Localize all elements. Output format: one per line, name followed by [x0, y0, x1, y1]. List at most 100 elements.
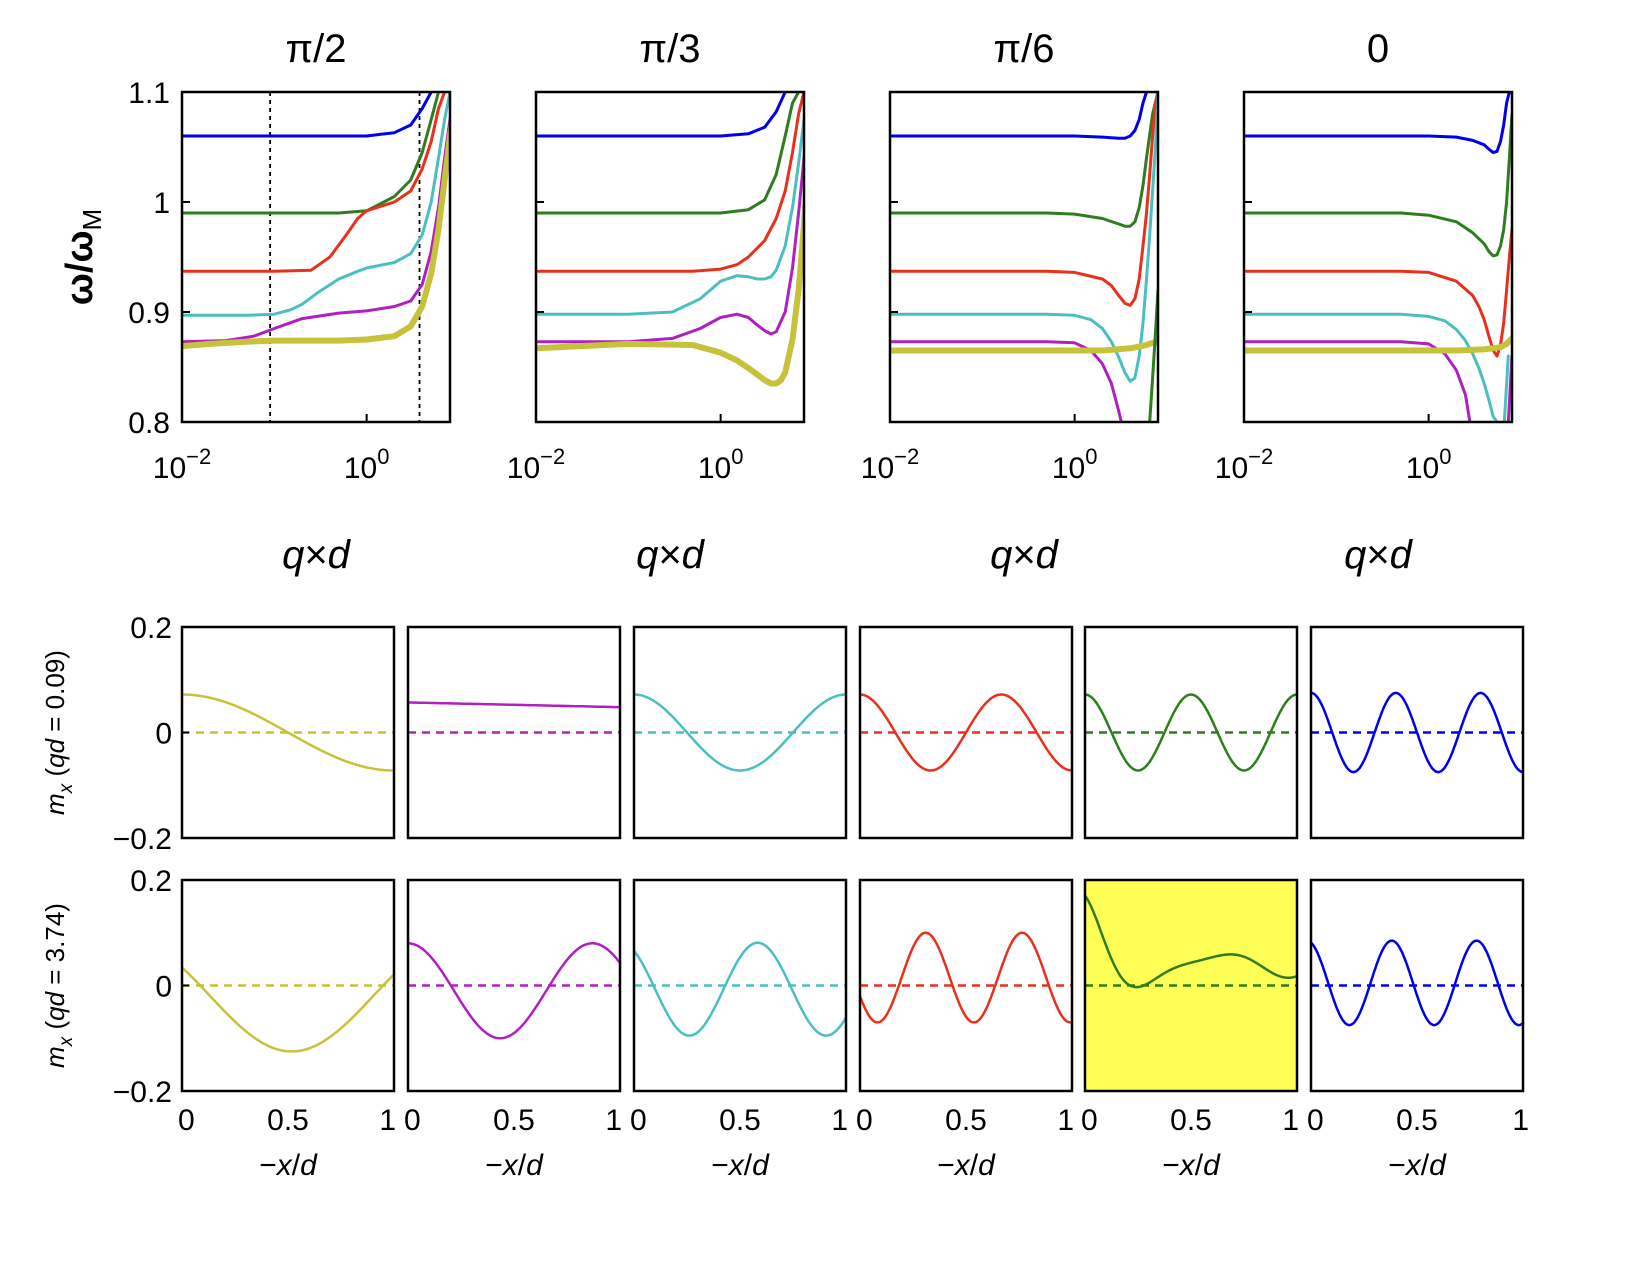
y-axis-label: ω/ωM: [59, 209, 107, 305]
xlabel-x: x: [275, 1149, 293, 1182]
dispersion-curve: [890, 92, 1158, 228]
x-tick-label: 0: [856, 1104, 873, 1137]
xlabel-q: q: [990, 533, 1012, 577]
row-label-close: ): [40, 903, 70, 912]
dispersion-curve: [890, 340, 1123, 422]
tick-base: 10: [507, 452, 540, 485]
dispersion-curve: [182, 110, 450, 344]
x-axis-label: −x/d: [259, 1149, 318, 1182]
panel-title: π/6: [994, 27, 1055, 71]
row-label-open: (: [40, 768, 70, 784]
tick-base: 10: [1406, 452, 1439, 485]
x-tick-label: 0.5: [1396, 1104, 1438, 1137]
axes-frame: [632, 878, 848, 1093]
dispersion-curve: [1148, 288, 1158, 422]
panel-title: 0: [1367, 27, 1389, 71]
dispersion-curve: [536, 92, 801, 215]
xlabel-times: ×: [1366, 533, 1389, 577]
xlabel-times: ×: [658, 533, 681, 577]
x-tick-label: 10−2: [861, 444, 919, 485]
xlabel-x: x: [501, 1149, 519, 1182]
xlabel-d: d: [1429, 1149, 1447, 1182]
row-label-m: m: [40, 1046, 70, 1068]
row-label-value: 3.74: [40, 912, 70, 963]
y-tick-label: 0.2: [130, 865, 172, 898]
xlabel-d: d: [328, 533, 352, 577]
x-tick-label: 0: [1307, 1104, 1324, 1137]
axes-frame: [888, 90, 1160, 424]
profile-curve: [1309, 691, 1525, 774]
tick-exponent: 0: [377, 444, 389, 469]
row-label-eq: =: [40, 962, 70, 992]
y-tick-label: 0.9: [128, 297, 170, 330]
x-tick-label: 0: [1081, 1104, 1098, 1137]
dispersion-curve: [182, 92, 440, 215]
tick-base: 10: [861, 452, 894, 485]
profile-panel: [632, 625, 848, 840]
profile-panel: [632, 878, 848, 1093]
x-tick-label: 0: [630, 1104, 647, 1137]
xlabel-d: d: [978, 1149, 996, 1182]
y-tick-label: 0: [155, 971, 172, 1004]
axes-frame: [406, 625, 622, 840]
xlabel-d: d: [1036, 533, 1060, 577]
axes-frame: [1242, 90, 1514, 424]
x-axis-label: q×d: [1344, 533, 1414, 577]
row-label: mx (qd = 3.74): [40, 903, 77, 1068]
xlabel-minus: −: [485, 1149, 503, 1182]
dispersion-curve: [182, 92, 433, 138]
dispersion-curve: [182, 118, 450, 350]
profile-curve: [632, 941, 848, 1037]
x-axis-label: −x/d: [937, 1149, 996, 1182]
dispersion-curve: [536, 181, 804, 387]
ylabel-subscript: M: [77, 209, 107, 231]
series-group: [182, 92, 450, 350]
row-label-d: d: [40, 990, 70, 1006]
xlabel-q: q: [1344, 533, 1366, 577]
x-tick-label: 1: [1057, 1104, 1074, 1137]
xlabel-minus: −: [711, 1149, 729, 1182]
axes-frame: [1309, 625, 1525, 840]
profile-panel: [406, 878, 622, 1093]
row-label-q: q: [40, 753, 70, 768]
dispersion-curve: [1244, 112, 1512, 258]
profile-curve: [180, 966, 396, 1053]
xlabel-times: ×: [1012, 533, 1035, 577]
y-tick-label: −0.2: [113, 1076, 172, 1109]
x-tick-label: 0.5: [267, 1104, 309, 1137]
row-label-subscript: x: [56, 1035, 77, 1047]
xlabel-slash: /: [1195, 1149, 1204, 1182]
x-tick-label: 1: [379, 1104, 396, 1137]
x-tick-label: 0: [178, 1104, 195, 1137]
profile-panel: [406, 625, 622, 840]
x-axis-label: −x/d: [1162, 1149, 1221, 1182]
row-label-q: q: [40, 1006, 70, 1021]
dispersion-curve: [890, 92, 1149, 140]
tick-base: 10: [1052, 452, 1085, 485]
x-axis-label: q×d: [282, 533, 352, 577]
profile-curve: [1083, 894, 1299, 989]
profile-panel: [858, 625, 1074, 840]
y-tick-label: 1: [153, 187, 170, 220]
profile-panel: [1083, 878, 1299, 1093]
dispersion-curve: [1244, 335, 1512, 354]
profile-curve: [1309, 939, 1525, 1027]
xlabel-minus: −: [937, 1149, 955, 1182]
profile-panel: −0.2 0 0.2: [113, 612, 396, 856]
dispersion-curve: [1244, 340, 1472, 422]
dispersion-curve: [1502, 354, 1510, 422]
tick-exponent: −2: [540, 444, 565, 469]
x-tick-label: 1: [1512, 1104, 1529, 1137]
xlabel-q: q: [636, 533, 658, 577]
y-tick-label: −0.2: [113, 823, 172, 856]
x-axis-label: q×d: [636, 533, 706, 577]
x-axis-label: −x/d: [1388, 1149, 1447, 1182]
xlabel-d: d: [1203, 1149, 1221, 1182]
tick-base: 10: [1215, 452, 1248, 485]
xlabel-minus: −: [1162, 1149, 1180, 1182]
xlabel-x: x: [727, 1149, 745, 1182]
